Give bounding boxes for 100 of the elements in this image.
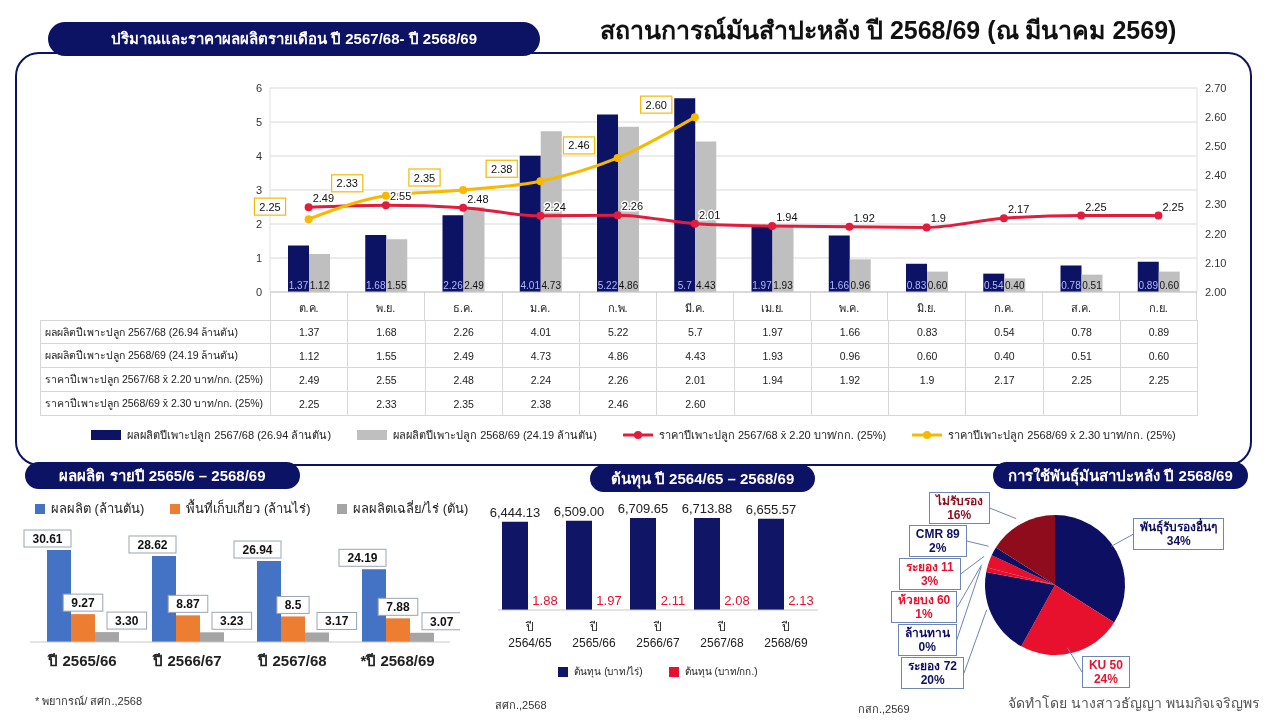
data-label: 3.17 (325, 614, 349, 629)
text: 2.25 (1162, 200, 1184, 213)
data-label: 2.17 (966, 368, 1044, 392)
text: 4.73 (541, 280, 561, 291)
legend-label: พื้นที่เก็บเกี่ยว (ล้านไร่) (186, 501, 311, 516)
data-label: 4.01 (502, 321, 580, 344)
text: จัดทำโดย นางสาวธัญญา พนมกิจเจริญพร (1008, 695, 1260, 711)
point (1077, 211, 1086, 220)
text: 0.51 (1082, 280, 1102, 291)
data-label: 0.40 (966, 344, 1044, 368)
data-label: 2.55 (348, 368, 426, 392)
y-tick-label: 3 (255, 183, 262, 196)
data-label: 6,655.57 (745, 501, 797, 517)
category-label: ล้านทาน (904, 626, 950, 640)
y2-tick-label: 2.20 (1205, 227, 1227, 240)
x-tick-label: ปี 2567/68 (700, 620, 745, 650)
legend-label: ราคาปีเพาะปลูก 2568/69 x̄ 2.30 บาท/กก. (25%) (948, 429, 1176, 441)
data-label: 30.61 (32, 532, 63, 546)
data-label: 2.26 (425, 321, 503, 344)
point (922, 223, 931, 232)
data-label: 1.66 (811, 321, 889, 344)
data-label: 0.96 (811, 344, 889, 368)
text: 4.86 (618, 280, 639, 291)
data-label: 3.07 (430, 614, 454, 629)
text: 2.49 (464, 280, 484, 291)
text: 2.35 (413, 171, 436, 184)
text: ราคาปีเพาะปลูก 2568/69 x̄ 2.30 บาท/กก. (25%) (45, 397, 264, 409)
y2-tick-label: 2.10 (1205, 256, 1227, 269)
text: 0.54 (984, 280, 1004, 291)
data-label: 6,509.00 (553, 503, 605, 519)
data-label: 1.37 (271, 321, 349, 344)
text: 0.96 (850, 280, 870, 291)
legend-label: ผลผลิต (ล้านตัน) (51, 501, 145, 516)
x-tick-label: ก.พ. (607, 302, 628, 314)
x-tick-label: ปี 2567/68 (257, 652, 327, 669)
data-label: 1.97 (734, 321, 812, 344)
text: 4.01 (520, 280, 540, 291)
bar (828, 235, 850, 292)
data-label: 24.19 (347, 551, 378, 566)
data-label: 5.22 (580, 321, 658, 344)
data-label: 2.11 (660, 592, 686, 608)
point (536, 211, 545, 220)
data-label: 2.25 (1120, 368, 1198, 392)
data-label: 2.35 (425, 392, 503, 416)
point (690, 113, 699, 122)
slice-label: พันธุ์รับรองอื่นๆ (1140, 520, 1218, 535)
pie-slice (987, 555, 1055, 585)
legend-label: ต้นทุน (บาท/ไร่) (574, 666, 643, 677)
x-tick-label: *ปี 2568/69 (360, 652, 435, 669)
text: ราคาปีเพาะปลูก 2567/68 x̄ 2.20 บาท/กก. (25%) (45, 373, 264, 385)
text: 1.93 (773, 280, 793, 291)
bar (365, 234, 387, 292)
data-label: 9.27 (71, 596, 95, 611)
y2-tick-label: 2.70 (1205, 81, 1227, 94)
data-label: 6,713.88 (681, 501, 733, 516)
chart-title: สถานการณ์มันสำปะหลัง ปี 2568/69 (ณ มีนาคม 2569) (600, 16, 1177, 44)
text: 1.94 (776, 211, 798, 224)
text: * พยากรณ์/ สศก.,2568 (35, 695, 143, 707)
text: 1.55 (387, 280, 407, 291)
x-tick-label: เม.ย. (760, 302, 784, 314)
data-label: 1.97 (596, 592, 622, 608)
data-label: 20% (919, 673, 946, 687)
data-label: 4.86 (580, 344, 658, 368)
chart-subtitle: ปริมาณและราคาผลผลิตรายเดือน ปี 2567/68- ปี 2568/69 (110, 29, 478, 49)
text: 1.68 (366, 280, 386, 291)
data-label: 0.83 (889, 321, 967, 344)
data-label: 4.73 (502, 344, 580, 368)
text: 0.60 (927, 280, 948, 291)
text: 2.33 (336, 177, 358, 190)
point (459, 186, 468, 194)
point (304, 215, 313, 224)
data-label: 1.68 (348, 321, 426, 344)
data-label: 8.87 (176, 597, 200, 612)
data-label: 3% (919, 574, 940, 588)
data-label: 2.24 (502, 368, 580, 392)
data-label: 2.38 (502, 392, 580, 416)
y2-tick-label: 2.40 (1205, 169, 1227, 182)
point (1154, 211, 1163, 220)
legend-label: ผลผลิตเฉลี่ย/ไร่ (ตัน) (352, 501, 469, 516)
text: 2.25 (1085, 200, 1107, 213)
bar (597, 114, 618, 292)
text: 2.01 (698, 208, 721, 221)
data-label: 1.55 (348, 344, 426, 368)
data-label: 0.78 (1043, 321, 1121, 344)
slice-label: CMR 89 (915, 527, 960, 541)
text: 5.7 (677, 280, 692, 291)
chart-title: ผลผลิต รายปี 2565/6 – 2568/69 (59, 465, 266, 486)
point (613, 211, 622, 220)
x-tick-label: พ.ค. (839, 302, 860, 314)
pie-slice (995, 515, 1055, 585)
point (690, 219, 699, 228)
y2-tick-label: 2.60 (1205, 111, 1227, 124)
y2-tick-label: 2.00 (1205, 285, 1227, 298)
text: 1.66 (829, 280, 849, 291)
text: 0% (918, 640, 936, 654)
bar (288, 245, 309, 292)
x-tick-label: ก.ค. (993, 302, 1014, 314)
text: 1.97 (752, 280, 772, 291)
bar (305, 632, 329, 642)
bar (200, 632, 224, 642)
